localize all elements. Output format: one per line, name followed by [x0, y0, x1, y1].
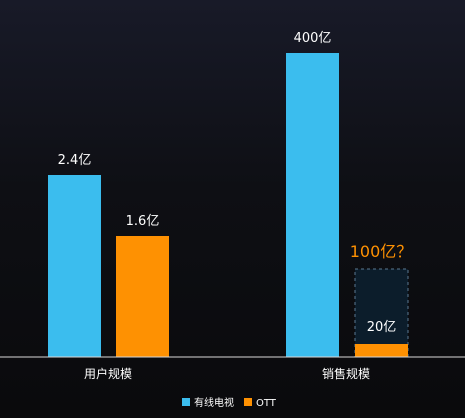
bar-sales-scale-ott	[355, 344, 408, 357]
legend-swatch-ott	[244, 398, 252, 406]
legend-label-ott: OTT	[256, 398, 277, 409]
annotation-label: 100亿？	[350, 242, 413, 261]
data-label-sales-cable-tv: 400亿	[294, 31, 332, 46]
data-label-user-ott: 1.6亿	[126, 214, 160, 229]
legend-label-cable-tv: 有线电视	[194, 396, 234, 409]
x-tick-label-sales-scale: 销售规模	[322, 366, 370, 381]
annotation-dashed-box	[354, 268, 409, 358]
bar-sales-scale-cable-tv	[286, 53, 339, 357]
legend: 有线电视 OTT	[182, 396, 277, 409]
bar-user-scale-cable-tv	[48, 175, 101, 357]
legend-swatch-cable-tv	[182, 398, 190, 406]
data-label-user-cable-tv: 2.4亿	[58, 153, 92, 168]
bar-user-scale-ott	[116, 236, 169, 357]
data-label-sales-ott: 20亿	[367, 320, 397, 335]
x-tick-label-user-scale: 用户规模	[84, 366, 132, 381]
